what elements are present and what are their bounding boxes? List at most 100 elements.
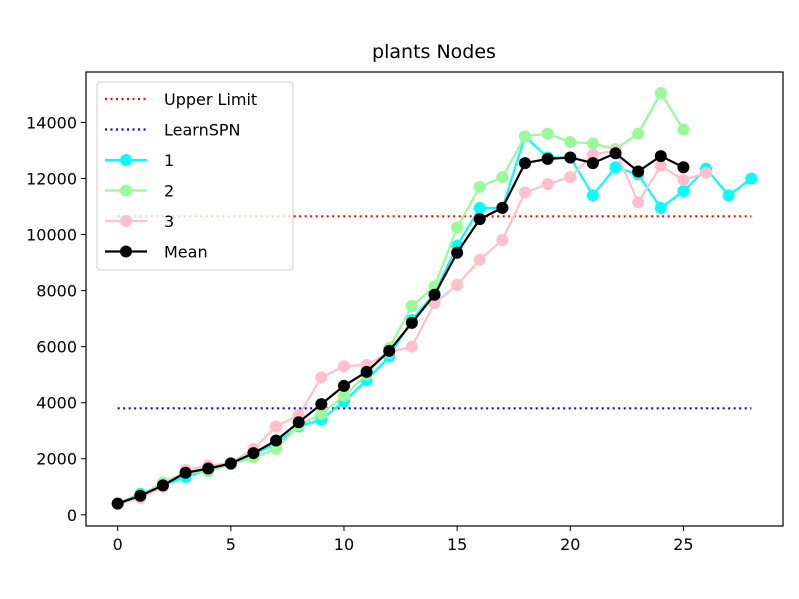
data-point (292, 416, 305, 429)
legend-entry-4: 3 (105, 212, 174, 231)
series-3 (111, 147, 690, 510)
data-point (654, 201, 667, 214)
data-point (451, 278, 464, 291)
data-point (541, 152, 554, 165)
data-point (564, 171, 577, 184)
data-point (247, 447, 260, 460)
data-point (632, 127, 645, 140)
legend-marker (120, 245, 132, 258)
legend-marker (120, 154, 132, 166)
data-point (541, 178, 554, 191)
legend-marker (120, 215, 132, 227)
data-point (609, 161, 622, 174)
data-point (722, 189, 735, 202)
legend-entry-3: 2 (105, 182, 174, 201)
data-point (519, 130, 532, 143)
data-point (111, 497, 124, 510)
data-point (270, 434, 283, 447)
data-point (337, 379, 350, 392)
data-point (315, 398, 328, 411)
legend-label: Mean (164, 243, 208, 262)
x-tick-label: 5 (226, 535, 236, 554)
legend-entry-0: Upper Limit (105, 90, 257, 109)
chart-title: plants Nodes (372, 41, 496, 63)
series-2 (111, 144, 713, 510)
data-point (677, 173, 690, 186)
data-point (745, 172, 758, 185)
x-axis: 0 5 10 15 20 25 (113, 526, 694, 554)
data-point (473, 253, 486, 266)
x-tick-label: 0 (113, 535, 123, 554)
legend: Upper Limit LearnSPN 1 2 3 Mean (96, 81, 294, 271)
data-point (564, 136, 577, 149)
data-point (654, 87, 667, 100)
data-point (473, 180, 486, 193)
data-point (451, 221, 464, 234)
y-tick-label: 6000 (36, 338, 77, 357)
legend-entry-5: Mean (105, 243, 208, 262)
x-tick-label: 10 (334, 535, 354, 554)
data-point (586, 137, 599, 150)
data-point (677, 161, 690, 174)
data-point (677, 185, 690, 198)
data-point (700, 166, 713, 179)
data-point (632, 196, 645, 209)
data-point (677, 123, 690, 136)
legend-marker (120, 184, 132, 197)
data-point (270, 420, 283, 433)
legend-label: 1 (164, 151, 174, 170)
data-point (134, 489, 147, 502)
data-point (496, 234, 509, 247)
data-point (654, 150, 667, 163)
legend-label: Upper Limit (164, 90, 257, 109)
y-tick-label: 4000 (36, 394, 77, 413)
data-point (179, 466, 192, 479)
data-point (405, 300, 418, 313)
plot-frame (85, 71, 784, 527)
data-point (270, 442, 283, 455)
data-point (519, 157, 532, 170)
y-tick-label: 12000 (26, 169, 77, 188)
data-point (586, 189, 599, 202)
data-point (360, 365, 373, 378)
y-tick-label: 2000 (36, 450, 77, 469)
y-tick-label: 14000 (26, 113, 77, 132)
data-point (451, 246, 464, 259)
x-tick-label: 20 (560, 535, 580, 554)
legend-entry-1: LearnSPN (105, 121, 241, 140)
data-point (632, 165, 645, 178)
data-point (428, 288, 441, 301)
series-layer (111, 87, 758, 510)
data-point (496, 171, 509, 184)
y-tick-label: 8000 (36, 282, 77, 301)
data-point (337, 360, 350, 373)
data-point (496, 201, 509, 214)
data-point (473, 213, 486, 226)
data-point (405, 316, 418, 329)
data-point (519, 186, 532, 199)
data-point (315, 371, 328, 384)
y-axis: 0 2000 4000 6000 8000 10000 12000 14000 (26, 113, 86, 525)
legend-label: 3 (164, 212, 174, 231)
data-point (315, 407, 328, 420)
data-point (586, 148, 599, 161)
data-point (202, 462, 215, 475)
data-point (405, 340, 418, 353)
y-tick-label: 0 (67, 506, 77, 525)
data-point (224, 457, 237, 470)
y-tick-label: 10000 (26, 226, 77, 245)
x-tick-label: 15 (447, 535, 467, 554)
legend-label: 2 (164, 182, 174, 201)
data-point (541, 127, 554, 140)
x-tick-label: 25 (673, 535, 693, 554)
data-point (337, 389, 350, 402)
legend-box (96, 81, 294, 271)
data-point (654, 159, 667, 172)
data-point (473, 201, 486, 214)
data-point (156, 479, 169, 492)
data-point (564, 151, 577, 164)
legend-label: LearnSPN (164, 121, 241, 140)
data-point (383, 344, 396, 357)
data-point (586, 157, 599, 170)
data-point (609, 147, 622, 160)
